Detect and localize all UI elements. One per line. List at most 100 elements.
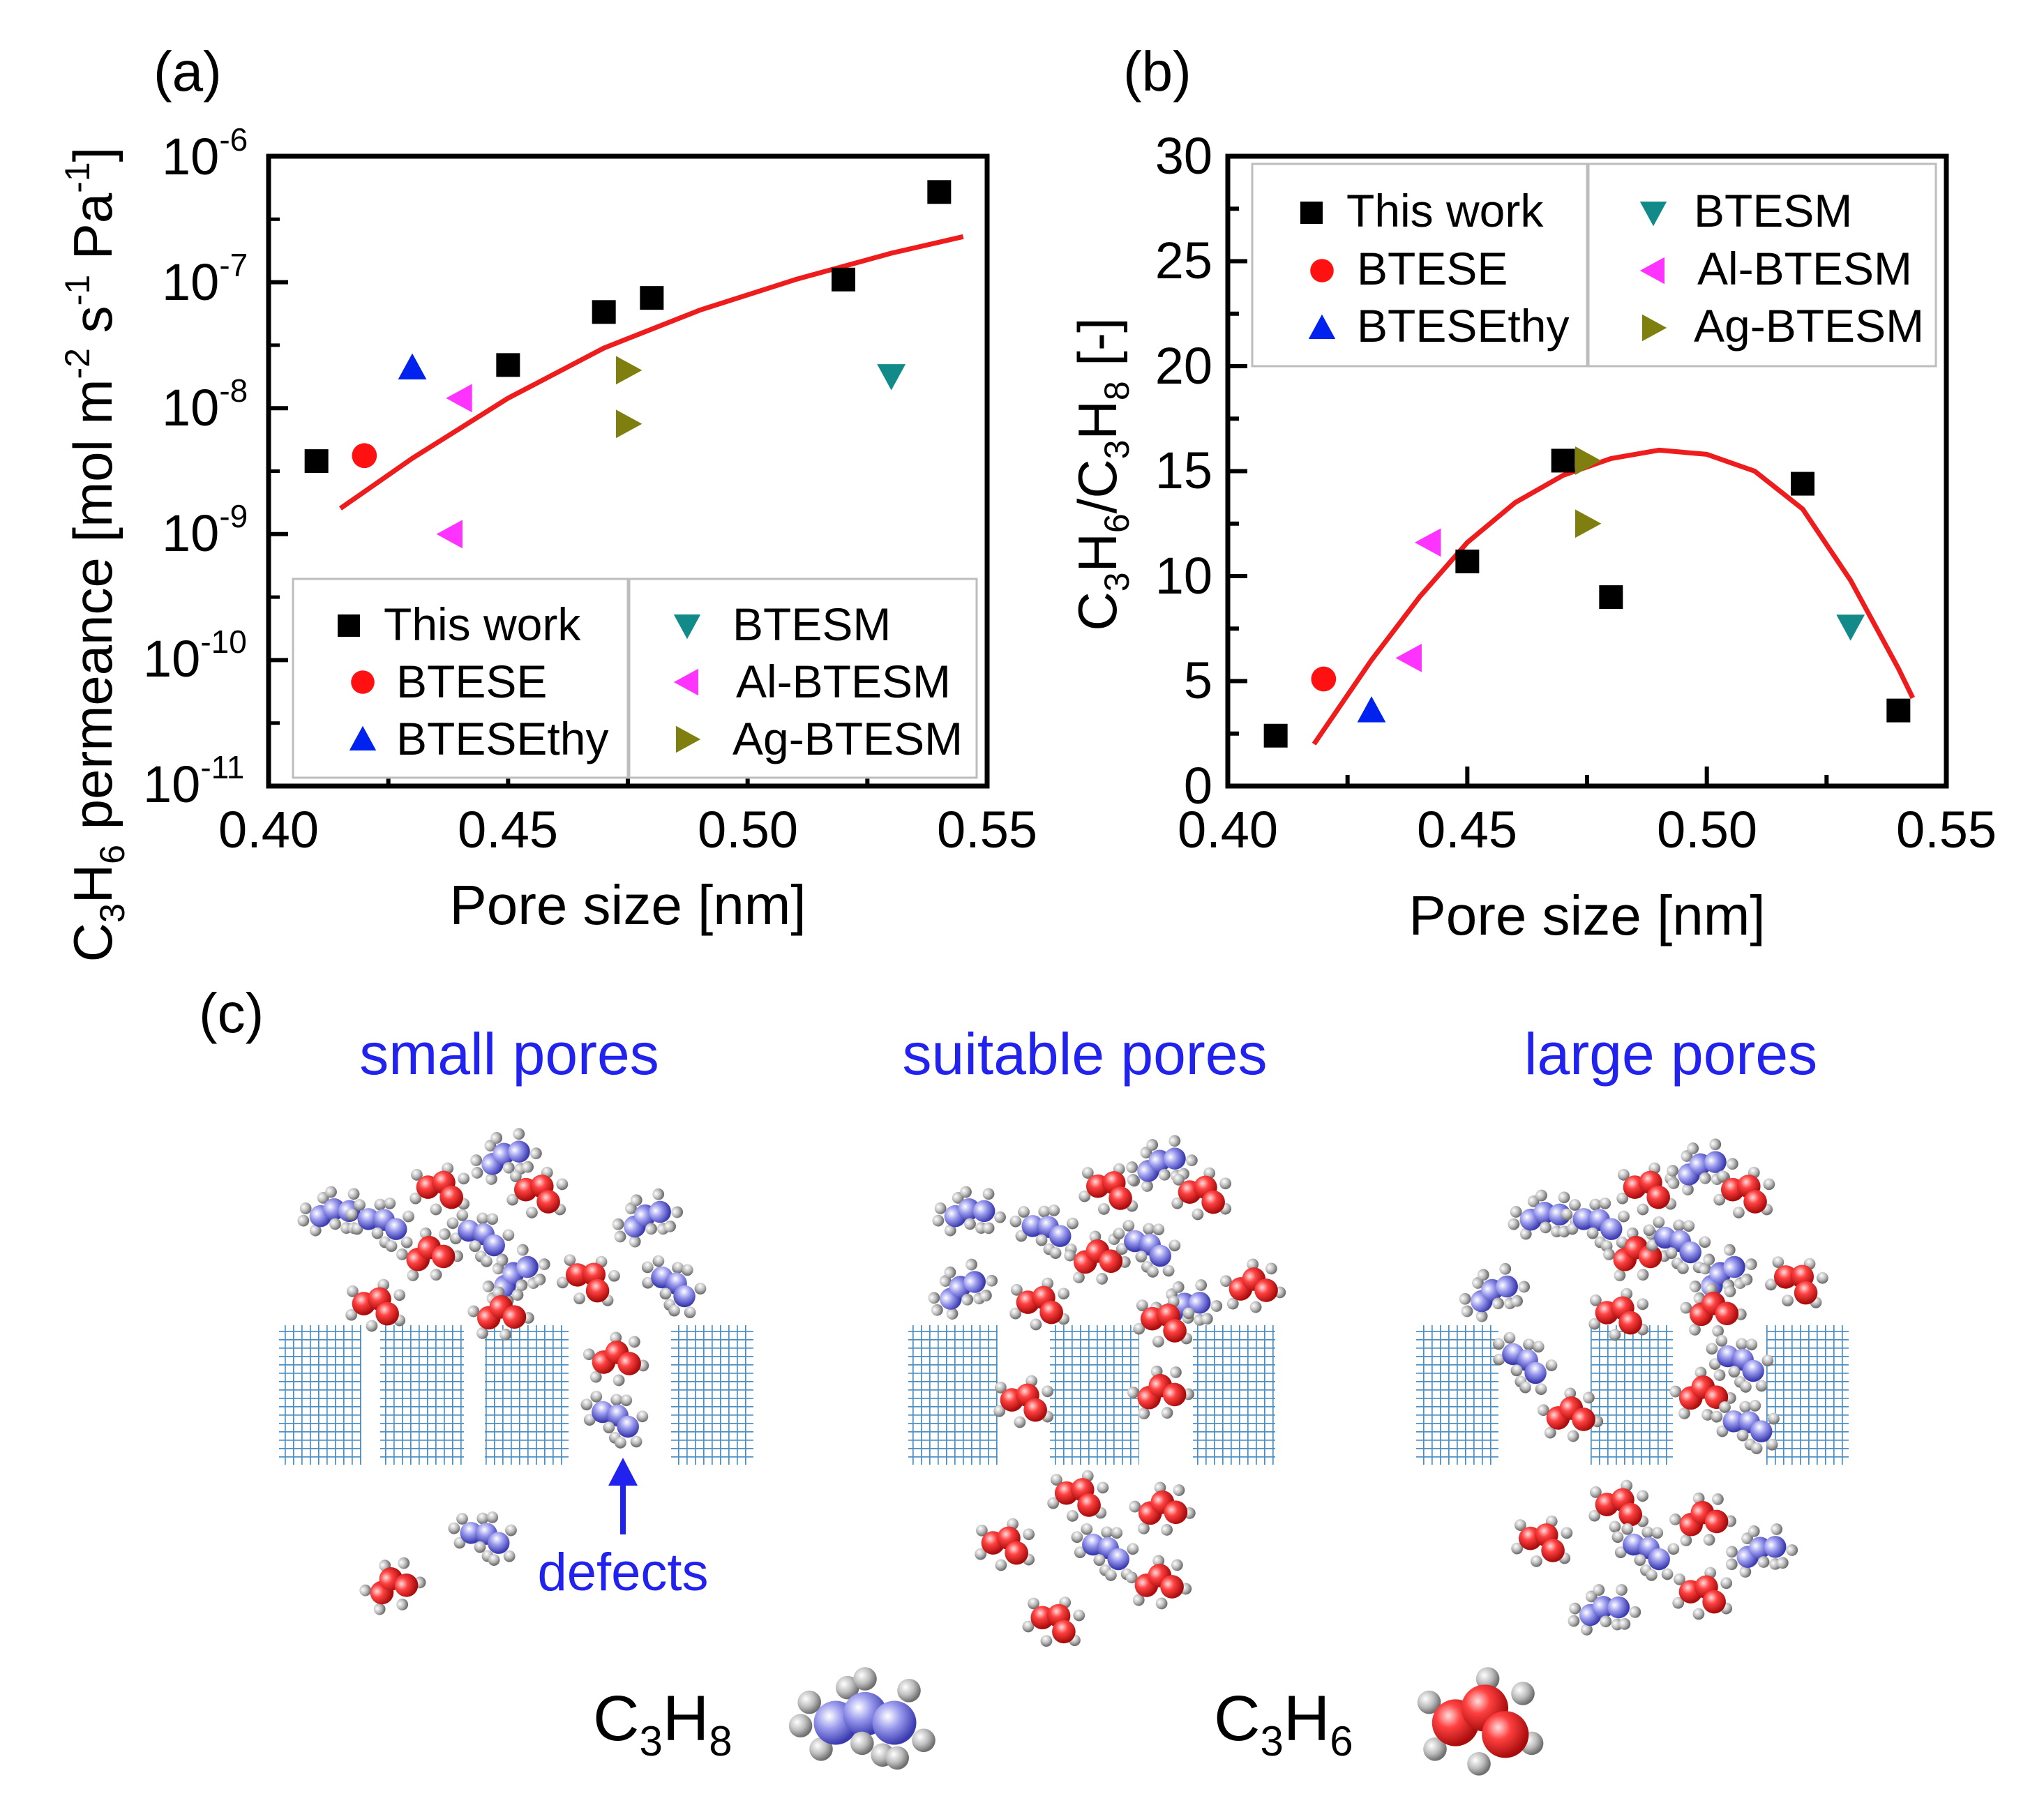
propylene-molecule bbox=[1588, 1288, 1649, 1341]
membrane-block bbox=[908, 1325, 998, 1465]
data-point-al-btesm bbox=[446, 384, 472, 413]
propylene-molecule bbox=[1537, 1387, 1604, 1442]
propylene-molecule bbox=[1009, 1277, 1070, 1331]
panel-a: (a) 0.40 0.45 0.50 0.55 10-11 10-10 10-9… bbox=[58, 40, 1037, 962]
membrane-block bbox=[671, 1325, 753, 1465]
y-tick-label: 10-7 bbox=[162, 247, 248, 311]
propylene-molecule bbox=[1680, 1283, 1747, 1337]
data-point-this-work bbox=[832, 267, 855, 292]
x-tick-labels-b: 0.40 0.45 0.50 0.55 bbox=[1178, 801, 1997, 859]
propane-molecule bbox=[345, 1197, 414, 1252]
legend-marker bbox=[349, 725, 377, 750]
propylene-molecule bbox=[345, 1278, 406, 1332]
propane-molecule bbox=[580, 1390, 649, 1449]
data-point-this-work bbox=[1551, 448, 1575, 473]
y-tick-label: 15 bbox=[1155, 442, 1212, 499]
x-tick-label: 0.45 bbox=[458, 801, 558, 859]
x-tick-label: 0.40 bbox=[1178, 801, 1278, 859]
y-tick-label: 0 bbox=[1184, 757, 1212, 815]
legend-marker bbox=[1639, 257, 1664, 285]
propylene-molecule bbox=[975, 1518, 1035, 1571]
membrane-block bbox=[485, 1325, 569, 1465]
x-tick-label: 0.40 bbox=[218, 801, 319, 859]
y-tick-label: 5 bbox=[1184, 651, 1212, 709]
legend-marker bbox=[1308, 314, 1336, 339]
y-tick-labels-b: 0 5 10 15 20 25 30 bbox=[1155, 127, 1212, 815]
data-point-this-work bbox=[1263, 723, 1288, 748]
propane-molecule bbox=[1561, 1197, 1630, 1252]
y-tick-label: 10-10 bbox=[143, 624, 247, 688]
propylene-molecule bbox=[467, 1286, 534, 1341]
data-point-btesethy bbox=[398, 353, 427, 380]
legend-label: This work bbox=[1346, 185, 1544, 236]
legend-marker bbox=[673, 614, 701, 640]
membrane-block bbox=[1416, 1325, 1498, 1465]
data-point-ag-btesm bbox=[616, 409, 642, 439]
membrane-block bbox=[1591, 1325, 1673, 1465]
y-axis-label-b: C3H6/C3H8 [-] bbox=[1067, 317, 1136, 631]
propane-molecule bbox=[928, 1258, 998, 1320]
y-tick-label: 10-11 bbox=[143, 749, 244, 813]
membrane-block bbox=[1193, 1325, 1275, 1465]
propane-molecule bbox=[788, 1667, 935, 1770]
legend-marker bbox=[1310, 259, 1334, 282]
propane-molecule bbox=[1459, 1262, 1531, 1322]
defects-label: defects bbox=[537, 1543, 708, 1602]
x-tick-label: 0.55 bbox=[1896, 801, 1997, 859]
y-tick-label: 25 bbox=[1155, 232, 1212, 289]
title-large-pores: large pores bbox=[1524, 1021, 1817, 1087]
membrane-suitable bbox=[908, 1325, 1275, 1465]
legend-label: BTESE bbox=[396, 656, 547, 707]
panel-label-b: (b) bbox=[1123, 40, 1192, 103]
panel-c: (c) small pores suitable pores large por… bbox=[199, 982, 1849, 1776]
data-point-ag-btesm bbox=[616, 356, 642, 385]
propane-molecule bbox=[1667, 1138, 1738, 1195]
propylene-molecule bbox=[1129, 1481, 1196, 1536]
legend-label: BTESE bbox=[1357, 243, 1508, 294]
legend-label: BTESEthy bbox=[396, 713, 608, 764]
data-point-al-btesm bbox=[436, 520, 463, 549]
propane-molecule bbox=[1126, 1135, 1198, 1192]
data-point-this-work bbox=[1886, 698, 1911, 723]
legend-marker bbox=[676, 725, 701, 753]
legend-label: Al-BTESM bbox=[736, 656, 951, 707]
propylene-molecule bbox=[1047, 1470, 1109, 1522]
membrane-block bbox=[1766, 1325, 1849, 1465]
propylene-molecule bbox=[583, 1331, 649, 1387]
legend-label: This work bbox=[384, 598, 581, 650]
legend-label: BTESM bbox=[1694, 185, 1852, 236]
legend-label: BTESEthy bbox=[1357, 300, 1569, 352]
propylene-formula: C3H6 bbox=[1214, 1683, 1353, 1765]
x-tick-label: 0.45 bbox=[1417, 801, 1517, 859]
legend-marker bbox=[1300, 202, 1323, 224]
propylene-molecule bbox=[1219, 1258, 1286, 1313]
x-tick-label: 0.50 bbox=[698, 801, 798, 859]
propane-molecule bbox=[1711, 1399, 1780, 1454]
propylene-molecule bbox=[1669, 1492, 1736, 1546]
propylene-molecule bbox=[1171, 1167, 1232, 1221]
legend-marker bbox=[1642, 314, 1667, 342]
propylene-molecule bbox=[1616, 1162, 1677, 1216]
x-tick-label: 0.50 bbox=[1657, 801, 1757, 859]
plot-area-b bbox=[1263, 446, 1916, 748]
data-point-this-work bbox=[592, 300, 616, 324]
data-point-btese bbox=[1311, 666, 1337, 692]
data-point-this-work bbox=[640, 286, 664, 310]
propylene-molecule bbox=[1133, 1295, 1195, 1348]
data-point-btesm bbox=[877, 364, 906, 391]
data-point-ag-btesm bbox=[1575, 446, 1602, 475]
legend-label: Ag-BTESM bbox=[1694, 300, 1924, 352]
data-point-this-work bbox=[1599, 585, 1623, 610]
propylene-molecule bbox=[1022, 1597, 1085, 1647]
tick-marks-b bbox=[1226, 154, 1948, 788]
x-axis-label-b: Pore size [nm] bbox=[1408, 884, 1765, 946]
legend-marker bbox=[1639, 202, 1667, 227]
membrane-large bbox=[1416, 1325, 1849, 1465]
defects-arrow bbox=[608, 1458, 638, 1534]
data-point-this-work bbox=[496, 353, 520, 377]
propylene-molecule bbox=[1765, 1256, 1828, 1308]
legend-marker bbox=[351, 670, 375, 694]
data-point-btese bbox=[352, 443, 377, 469]
propane-molecule bbox=[1568, 1584, 1641, 1636]
propane-molecule bbox=[1706, 1334, 1774, 1393]
